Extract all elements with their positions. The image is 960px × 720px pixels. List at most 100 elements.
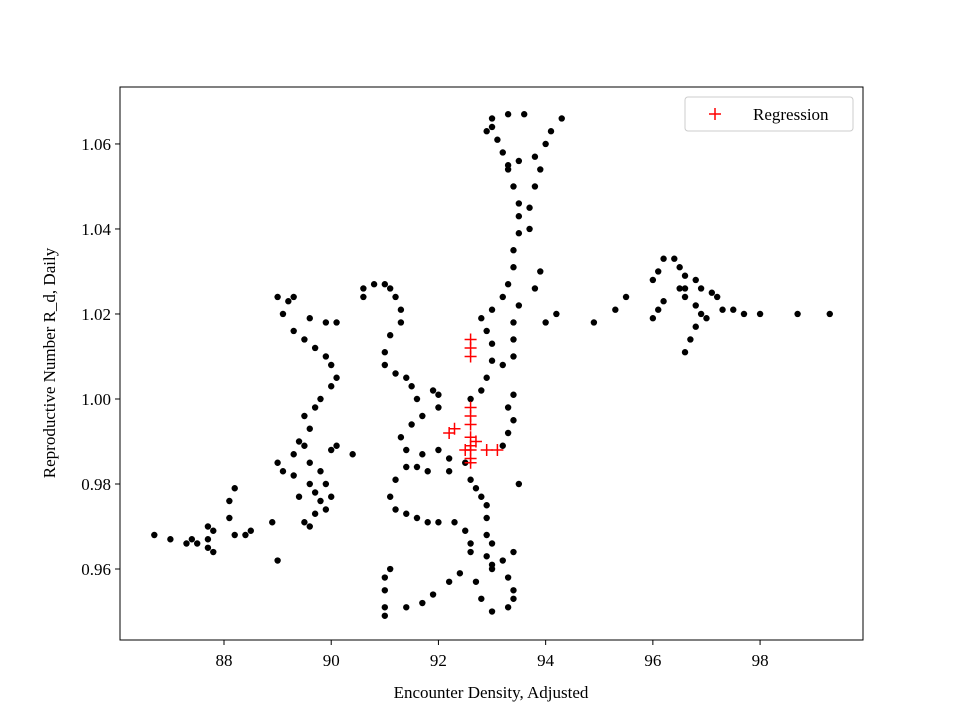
point xyxy=(408,383,415,390)
point xyxy=(381,587,389,594)
point xyxy=(397,306,405,313)
point xyxy=(510,587,517,594)
point xyxy=(504,604,512,611)
point xyxy=(515,200,523,207)
point xyxy=(301,442,308,449)
point xyxy=(403,604,410,611)
point xyxy=(713,293,721,301)
point xyxy=(510,319,517,326)
point xyxy=(386,285,394,292)
point xyxy=(510,391,517,398)
point xyxy=(429,591,437,598)
point xyxy=(328,493,335,500)
point xyxy=(370,281,378,288)
point xyxy=(247,527,255,534)
point xyxy=(681,293,689,301)
point xyxy=(488,608,496,615)
point xyxy=(655,268,662,275)
point xyxy=(547,128,555,135)
y-tick-label: 1.06 xyxy=(81,135,111,154)
point xyxy=(381,361,389,369)
point xyxy=(381,349,389,356)
point xyxy=(826,310,833,318)
point xyxy=(204,536,212,543)
point xyxy=(408,421,415,428)
point xyxy=(649,276,657,284)
point xyxy=(692,323,699,330)
x-tick-label: 92 xyxy=(430,651,447,670)
point xyxy=(435,519,442,526)
point xyxy=(167,536,174,543)
point xyxy=(472,485,480,492)
point xyxy=(322,480,330,488)
point xyxy=(333,319,340,326)
point xyxy=(531,285,539,292)
point xyxy=(687,336,694,343)
point xyxy=(531,153,539,160)
point xyxy=(403,374,410,381)
point xyxy=(435,446,442,454)
point xyxy=(478,595,485,602)
point xyxy=(269,519,276,526)
point xyxy=(413,514,421,522)
point xyxy=(537,268,544,275)
y-tick-label: 1.02 xyxy=(81,305,111,324)
point xyxy=(301,519,308,526)
point xyxy=(510,548,517,556)
point xyxy=(424,468,431,475)
point xyxy=(413,395,421,403)
point xyxy=(317,468,324,475)
point xyxy=(671,255,678,262)
point xyxy=(151,531,158,539)
point xyxy=(660,298,667,305)
point xyxy=(456,570,464,577)
point xyxy=(708,289,716,296)
point xyxy=(231,531,238,539)
point xyxy=(386,332,394,339)
point xyxy=(467,548,474,556)
point xyxy=(403,510,410,517)
point xyxy=(183,540,190,547)
point xyxy=(515,302,523,309)
point xyxy=(488,357,496,364)
point xyxy=(730,306,737,313)
point xyxy=(392,370,399,377)
point xyxy=(483,553,490,560)
point xyxy=(740,310,748,318)
point xyxy=(510,336,517,343)
point xyxy=(515,230,523,237)
point xyxy=(279,310,287,318)
point xyxy=(531,183,539,190)
point xyxy=(242,531,249,539)
point xyxy=(491,443,504,456)
point xyxy=(413,463,421,471)
point xyxy=(504,281,512,288)
point xyxy=(504,404,512,411)
point xyxy=(655,306,662,313)
point xyxy=(478,387,485,394)
point xyxy=(381,604,389,611)
point xyxy=(660,255,667,262)
point xyxy=(445,455,453,462)
point xyxy=(459,443,472,456)
point xyxy=(692,276,699,284)
point xyxy=(467,540,474,547)
point xyxy=(311,489,319,496)
point xyxy=(483,502,490,509)
point xyxy=(480,443,493,456)
point xyxy=(295,493,303,500)
point xyxy=(553,310,560,318)
point xyxy=(483,374,490,381)
point xyxy=(397,319,405,326)
point xyxy=(403,446,410,454)
point xyxy=(467,476,474,483)
point xyxy=(188,536,196,543)
y-tick-label: 1.04 xyxy=(81,220,111,239)
point xyxy=(381,612,389,619)
point xyxy=(311,344,319,352)
point xyxy=(622,293,630,301)
point xyxy=(295,438,303,445)
point xyxy=(488,123,496,131)
point xyxy=(464,418,477,431)
point xyxy=(488,115,496,122)
